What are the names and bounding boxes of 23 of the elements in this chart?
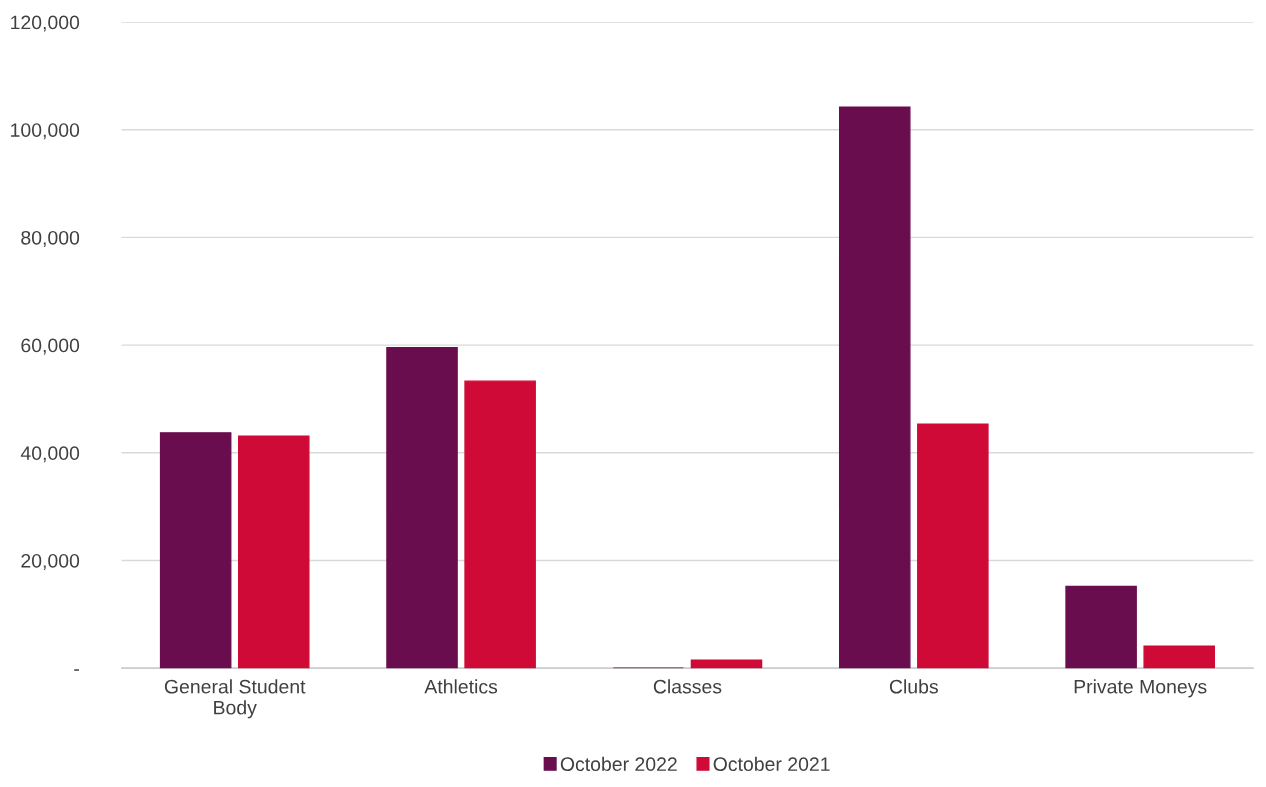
bar — [237, 435, 310, 669]
x-tick-label: General Student Body — [164, 679, 306, 719]
y-tick-label: 120,000 — [11, 15, 80, 32]
bar — [690, 659, 763, 669]
y-tick-label: 80,000 — [21, 230, 80, 247]
legend-label: October 2022 — [560, 756, 677, 772]
y-tick-label: 100,000 — [11, 123, 80, 140]
bar — [1143, 645, 1215, 669]
y-tick-label: 20,000 — [21, 553, 80, 571]
bar — [838, 106, 911, 669]
y-tick-label: - — [74, 669, 80, 671]
bar — [917, 423, 989, 669]
bar — [159, 432, 232, 669]
bar — [1065, 585, 1137, 669]
x-tick-label: Classes — [653, 679, 722, 694]
y-tick-label: 60,000 — [21, 338, 80, 355]
bar — [464, 380, 536, 669]
y-tick-label: 40,000 — [20, 446, 80, 463]
x-tick-label: Private Moneys — [1074, 679, 1207, 698]
bar — [386, 347, 458, 669]
x-tick-label: Clubs — [889, 679, 938, 694]
legend-label: October 2021 — [713, 756, 830, 772]
x-tick-label: Athletics — [424, 679, 498, 694]
